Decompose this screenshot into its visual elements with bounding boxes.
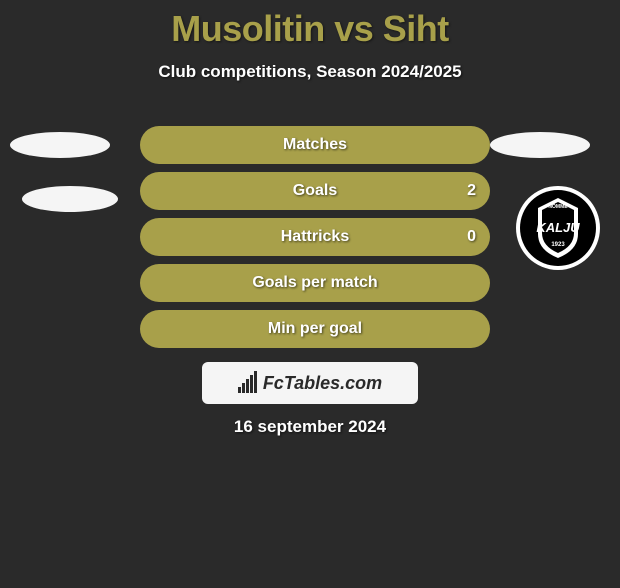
stats-container: Matches Goals 2 Hattricks 0 Goals per ma… bbox=[140, 126, 490, 356]
stat-label: Goals per match bbox=[252, 274, 377, 292]
page-title: Musolitin vs Siht bbox=[0, 8, 620, 50]
stat-value-right: 0 bbox=[467, 228, 476, 246]
ellipse-decoration-left-2 bbox=[22, 186, 118, 212]
badge-text-top: NÕMME bbox=[548, 203, 568, 210]
stat-bar-min-per-goal: Min per goal bbox=[140, 310, 490, 348]
stat-bar-goals: Goals 2 bbox=[140, 172, 490, 210]
fctables-label: FcTables.com bbox=[263, 373, 382, 394]
ellipse-decoration-left-1 bbox=[10, 132, 110, 158]
stat-label: Hattricks bbox=[281, 228, 349, 246]
stat-bar-goals-per-match: Goals per match bbox=[140, 264, 490, 302]
stat-label: Min per goal bbox=[268, 320, 362, 338]
ellipse-decoration-right-1 bbox=[490, 132, 590, 158]
badge-name: KALJU bbox=[536, 220, 580, 235]
date-label: 16 september 2024 bbox=[234, 417, 386, 437]
stat-label: Goals bbox=[293, 182, 337, 200]
stat-value-right: 2 bbox=[467, 182, 476, 200]
stat-bar-hattricks: Hattricks 0 bbox=[140, 218, 490, 256]
page-subtitle: Club competitions, Season 2024/2025 bbox=[0, 62, 620, 82]
fctables-badge: FcTables.com bbox=[202, 362, 418, 404]
bar-chart-icon bbox=[238, 373, 257, 393]
badge-year: 1923 bbox=[551, 242, 565, 248]
club-badge-kalju: NÕMME KALJU 1923 bbox=[516, 186, 600, 270]
stat-label: Matches bbox=[283, 136, 347, 154]
stat-bar-matches: Matches bbox=[140, 126, 490, 164]
